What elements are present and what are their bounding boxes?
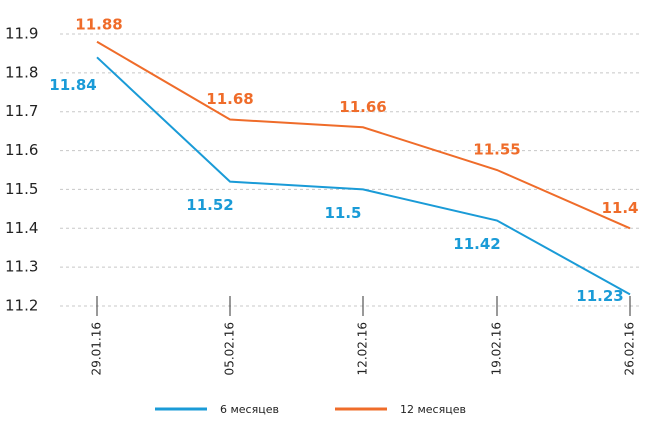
series-line: [96, 56, 631, 296]
x-tick-label: 05.02.16: [223, 322, 237, 375]
y-tick-label: 11.3: [5, 258, 38, 276]
data-label: 11.66: [339, 98, 386, 116]
y-tick-label: 11.7: [5, 102, 38, 120]
series-line: [96, 40, 631, 230]
data-label: 11.55: [473, 141, 520, 159]
data-label: 11.84: [49, 76, 96, 94]
y-tick-label: 11.8: [5, 63, 38, 81]
x-tick-label: 19.02.16: [490, 322, 504, 375]
data-label: 11.88: [75, 15, 122, 33]
y-tick-label: 11.6: [5, 141, 38, 159]
legend-label: 12 месяцев: [400, 403, 466, 416]
y-tick-label: 11.4: [5, 219, 38, 237]
x-tick-label: 12.02.16: [356, 322, 370, 375]
x-tick-label: 26.02.16: [623, 322, 637, 375]
y-tick-label: 11.9: [5, 25, 38, 43]
data-label: 11.23: [576, 287, 623, 305]
data-label: 11.5: [324, 204, 361, 222]
data-label: 11.42: [453, 235, 500, 253]
legend-label: 6 месяцев: [220, 403, 279, 416]
data-label: 11.4: [601, 199, 638, 217]
data-label: 11.68: [206, 90, 253, 108]
y-tick-label: 11.2: [5, 297, 38, 315]
data-label: 11.52: [186, 196, 233, 214]
y-tick-label: 11.5: [5, 180, 38, 198]
x-tick-label: 29.01.16: [90, 322, 104, 375]
